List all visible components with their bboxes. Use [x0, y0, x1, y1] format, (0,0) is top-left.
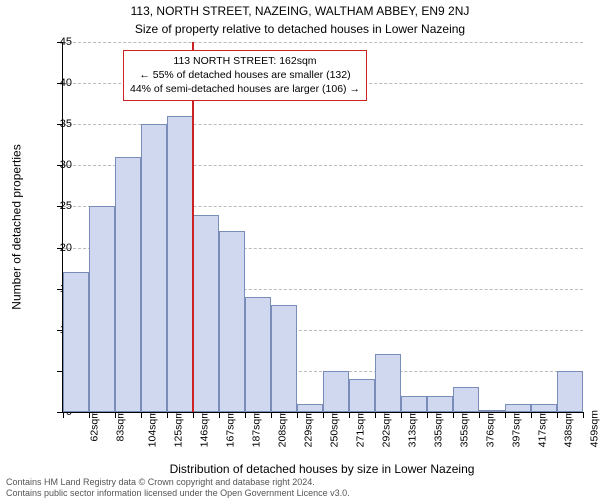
x-tick: [531, 412, 532, 418]
property-annotation: 113 NORTH STREET: 162sqm← 55% of detache…: [123, 50, 367, 101]
x-tick: [271, 412, 272, 418]
x-tick-label: 355sqm: [458, 410, 470, 447]
x-tick: [297, 412, 298, 418]
annotation-line: 113 NORTH STREET: 162sqm: [130, 54, 360, 68]
histogram-bar: [531, 404, 557, 412]
histogram-bar: [427, 396, 453, 412]
y-tick-label: 45: [42, 36, 72, 48]
x-tick: [479, 412, 480, 418]
y-tick-label: 35: [42, 118, 72, 130]
x-tick: [245, 412, 246, 418]
x-tick-label: 417sqm: [536, 410, 548, 447]
histogram-bar: [479, 410, 505, 412]
y-tick-label: 20: [42, 242, 72, 254]
x-tick-label: 335sqm: [432, 410, 444, 447]
y-tick-label: 40: [42, 77, 72, 89]
x-tick-label: 438sqm: [562, 410, 574, 447]
histogram-bar: [505, 404, 531, 412]
x-axis-title: Distribution of detached houses by size …: [62, 462, 582, 476]
x-tick-label: 250sqm: [328, 410, 340, 447]
histogram-bar: [141, 124, 167, 412]
histogram-bar: [63, 272, 89, 412]
x-tick: [453, 412, 454, 418]
x-tick-label: 271sqm: [354, 410, 366, 447]
x-tick-label: 397sqm: [510, 410, 522, 447]
x-tick: [349, 412, 350, 418]
x-tick: [219, 412, 220, 418]
histogram-bar: [245, 297, 271, 412]
x-tick-label: 208sqm: [276, 410, 288, 447]
x-tick-label: 62sqm: [89, 410, 101, 442]
x-tick: [557, 412, 558, 418]
x-tick-label: 104sqm: [146, 410, 158, 447]
y-axis-title-text: Number of detached properties: [10, 144, 24, 309]
x-tick-label: 313sqm: [406, 410, 418, 447]
y-tick-label: 25: [42, 200, 72, 212]
x-tick: [141, 412, 142, 418]
histogram-bar: [401, 396, 427, 412]
x-tick: [89, 412, 90, 418]
x-tick-label: 229sqm: [302, 410, 314, 447]
x-tick: [583, 412, 584, 418]
x-tick-label: 187sqm: [250, 410, 262, 447]
plot-area: 62sqm83sqm104sqm125sqm146sqm167sqm187sqm…: [62, 42, 583, 413]
histogram-bar: [271, 305, 297, 412]
x-tick-label: 292sqm: [380, 410, 392, 447]
y-tick-label: 30: [42, 159, 72, 171]
histogram-bar: [167, 116, 193, 412]
histogram-bar: [89, 206, 115, 412]
x-tick: [505, 412, 506, 418]
histogram-bar: [219, 231, 245, 412]
histogram-bar: [297, 404, 323, 412]
x-tick-label: 167sqm: [224, 410, 236, 447]
gridline: [63, 42, 583, 43]
y-axis-title: Number of detached properties: [10, 42, 24, 412]
footer-attribution: Contains HM Land Registry data © Crown c…: [6, 477, 350, 498]
x-tick-label: 376sqm: [484, 410, 496, 447]
histogram-bar: [349, 379, 375, 412]
chart-title-sub: Size of property relative to detached ho…: [0, 22, 600, 36]
x-tick-label: 146sqm: [198, 410, 210, 447]
annotation-line: ← 55% of detached houses are smaller (13…: [130, 68, 360, 82]
chart-title-main: 113, NORTH STREET, NAZEING, WALTHAM ABBE…: [0, 4, 600, 18]
histogram-bar: [375, 354, 401, 412]
x-tick: [401, 412, 402, 418]
x-tick: [427, 412, 428, 418]
x-tick-label: 459sqm: [588, 410, 600, 447]
x-tick: [323, 412, 324, 418]
x-tick: [167, 412, 168, 418]
x-tick: [375, 412, 376, 418]
annotation-line: 44% of semi-detached houses are larger (…: [130, 82, 360, 96]
histogram-bar: [453, 387, 479, 412]
x-tick: [115, 412, 116, 418]
histogram-bar: [115, 157, 141, 412]
histogram-bar: [323, 371, 349, 412]
footer-line-2: Contains public sector information licen…: [6, 488, 350, 498]
histogram-bar: [193, 215, 219, 412]
x-tick: [193, 412, 194, 418]
footer-line-1: Contains HM Land Registry data © Crown c…: [6, 477, 350, 487]
x-tick-label: 83sqm: [115, 410, 127, 442]
x-tick-label: 125sqm: [172, 410, 184, 447]
histogram-bar: [557, 371, 583, 412]
